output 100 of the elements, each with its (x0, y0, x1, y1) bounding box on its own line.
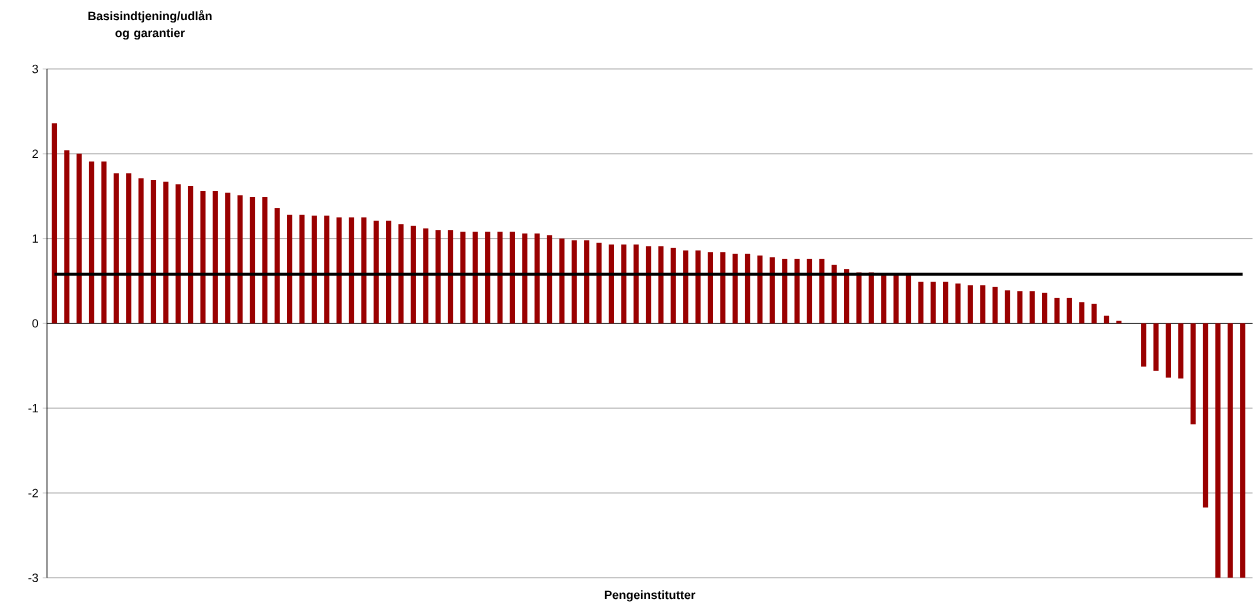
bar (782, 259, 788, 324)
bar (460, 231, 466, 324)
bar (955, 283, 961, 324)
y-tick-label: 1 (32, 234, 38, 243)
bar (645, 246, 652, 324)
bar (311, 215, 317, 324)
bar (1017, 291, 1023, 324)
bar (819, 259, 825, 324)
bar (1202, 323, 1209, 508)
bar (608, 244, 614, 324)
bar (658, 246, 664, 324)
bar (670, 248, 676, 324)
bar (905, 275, 912, 324)
bar (757, 255, 763, 324)
bar (175, 184, 181, 324)
bar (410, 225, 416, 324)
bar (1029, 291, 1035, 324)
bar (150, 180, 157, 324)
bar (695, 250, 701, 324)
bar (88, 161, 95, 324)
bar (225, 192, 231, 324)
bar (707, 252, 714, 324)
bar (769, 257, 775, 324)
bar (794, 259, 800, 324)
bar (299, 214, 305, 324)
y-tick-label: 0 (32, 319, 39, 328)
bar (497, 231, 503, 324)
bar (1165, 323, 1171, 378)
bar (274, 208, 280, 324)
bar (881, 275, 887, 324)
bar (249, 197, 256, 324)
y-tick-label: 2 (32, 149, 38, 159)
bar (1079, 302, 1085, 324)
bar (1215, 323, 1221, 578)
x-axis-title: Pengeinstitutter (604, 590, 696, 602)
bar (187, 186, 194, 324)
bar (101, 161, 107, 324)
bar (212, 191, 218, 324)
bar (918, 281, 924, 324)
bar (992, 287, 998, 324)
bar (856, 272, 862, 324)
bar (1190, 323, 1196, 425)
bar (200, 191, 206, 324)
bar (744, 253, 751, 324)
bar (423, 228, 429, 324)
y-tick-label: -2 (28, 488, 38, 498)
bar (485, 231, 491, 324)
bar (534, 233, 540, 324)
bar (509, 231, 515, 324)
bar (559, 238, 565, 324)
bar (51, 123, 58, 324)
bar (1066, 298, 1072, 324)
bar (621, 244, 627, 324)
bar (64, 150, 70, 324)
bar (806, 259, 813, 324)
bar (720, 252, 726, 324)
bar (930, 281, 936, 324)
bar (1178, 323, 1184, 379)
bar (398, 224, 404, 324)
bar (584, 240, 590, 324)
bar (633, 244, 639, 324)
y-tick-label: -3 (28, 573, 39, 583)
bar (1227, 323, 1233, 578)
bar (472, 231, 478, 324)
bar (942, 281, 949, 324)
bar (1042, 292, 1048, 324)
bar (1153, 323, 1159, 371)
bar (980, 285, 986, 324)
bar (831, 264, 837, 324)
y-tick-label: 3 (32, 64, 39, 74)
bar (1004, 290, 1011, 324)
bar (348, 217, 355, 324)
bar (893, 275, 899, 324)
bar (373, 220, 379, 324)
bar (1240, 323, 1246, 578)
bar (76, 153, 82, 324)
bar (843, 269, 850, 324)
bar (683, 250, 689, 324)
bar (596, 242, 602, 324)
bar (324, 215, 330, 324)
bar (361, 217, 367, 324)
bar (447, 230, 454, 324)
bar (286, 214, 293, 324)
bar (868, 272, 874, 324)
bar (435, 230, 441, 324)
bar (237, 195, 243, 324)
bar (732, 253, 738, 324)
bar (138, 178, 144, 324)
bar (1141, 323, 1147, 367)
bar (336, 217, 342, 324)
bar (126, 173, 132, 324)
bar (163, 181, 169, 324)
bar (386, 220, 392, 324)
bar (546, 235, 553, 324)
y-tick-label: -1 (28, 404, 38, 413)
bar (113, 173, 119, 324)
y-axis-title: Basisindtjening/udlån og garantier (88, 10, 212, 40)
bar (967, 285, 973, 324)
bar (1091, 303, 1097, 324)
bar (262, 197, 268, 324)
